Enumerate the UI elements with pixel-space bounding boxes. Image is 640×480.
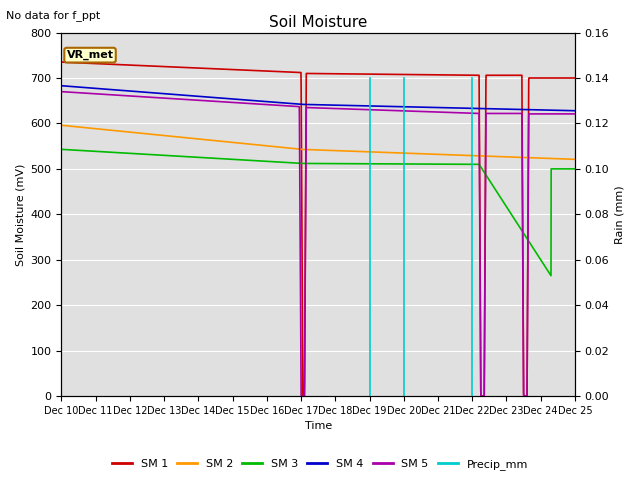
Title: Soil Moisture: Soil Moisture [269, 15, 367, 30]
X-axis label: Time: Time [305, 421, 332, 432]
Legend: SM 1, SM 2, SM 3, SM 4, SM 5, Precip_mm: SM 1, SM 2, SM 3, SM 4, SM 5, Precip_mm [108, 455, 532, 474]
Text: VR_met: VR_met [67, 50, 113, 60]
Y-axis label: Soil Moisture (mV): Soil Moisture (mV) [15, 163, 25, 265]
Text: No data for f_ppt: No data for f_ppt [6, 10, 100, 21]
Y-axis label: Rain (mm): Rain (mm) [615, 185, 625, 244]
